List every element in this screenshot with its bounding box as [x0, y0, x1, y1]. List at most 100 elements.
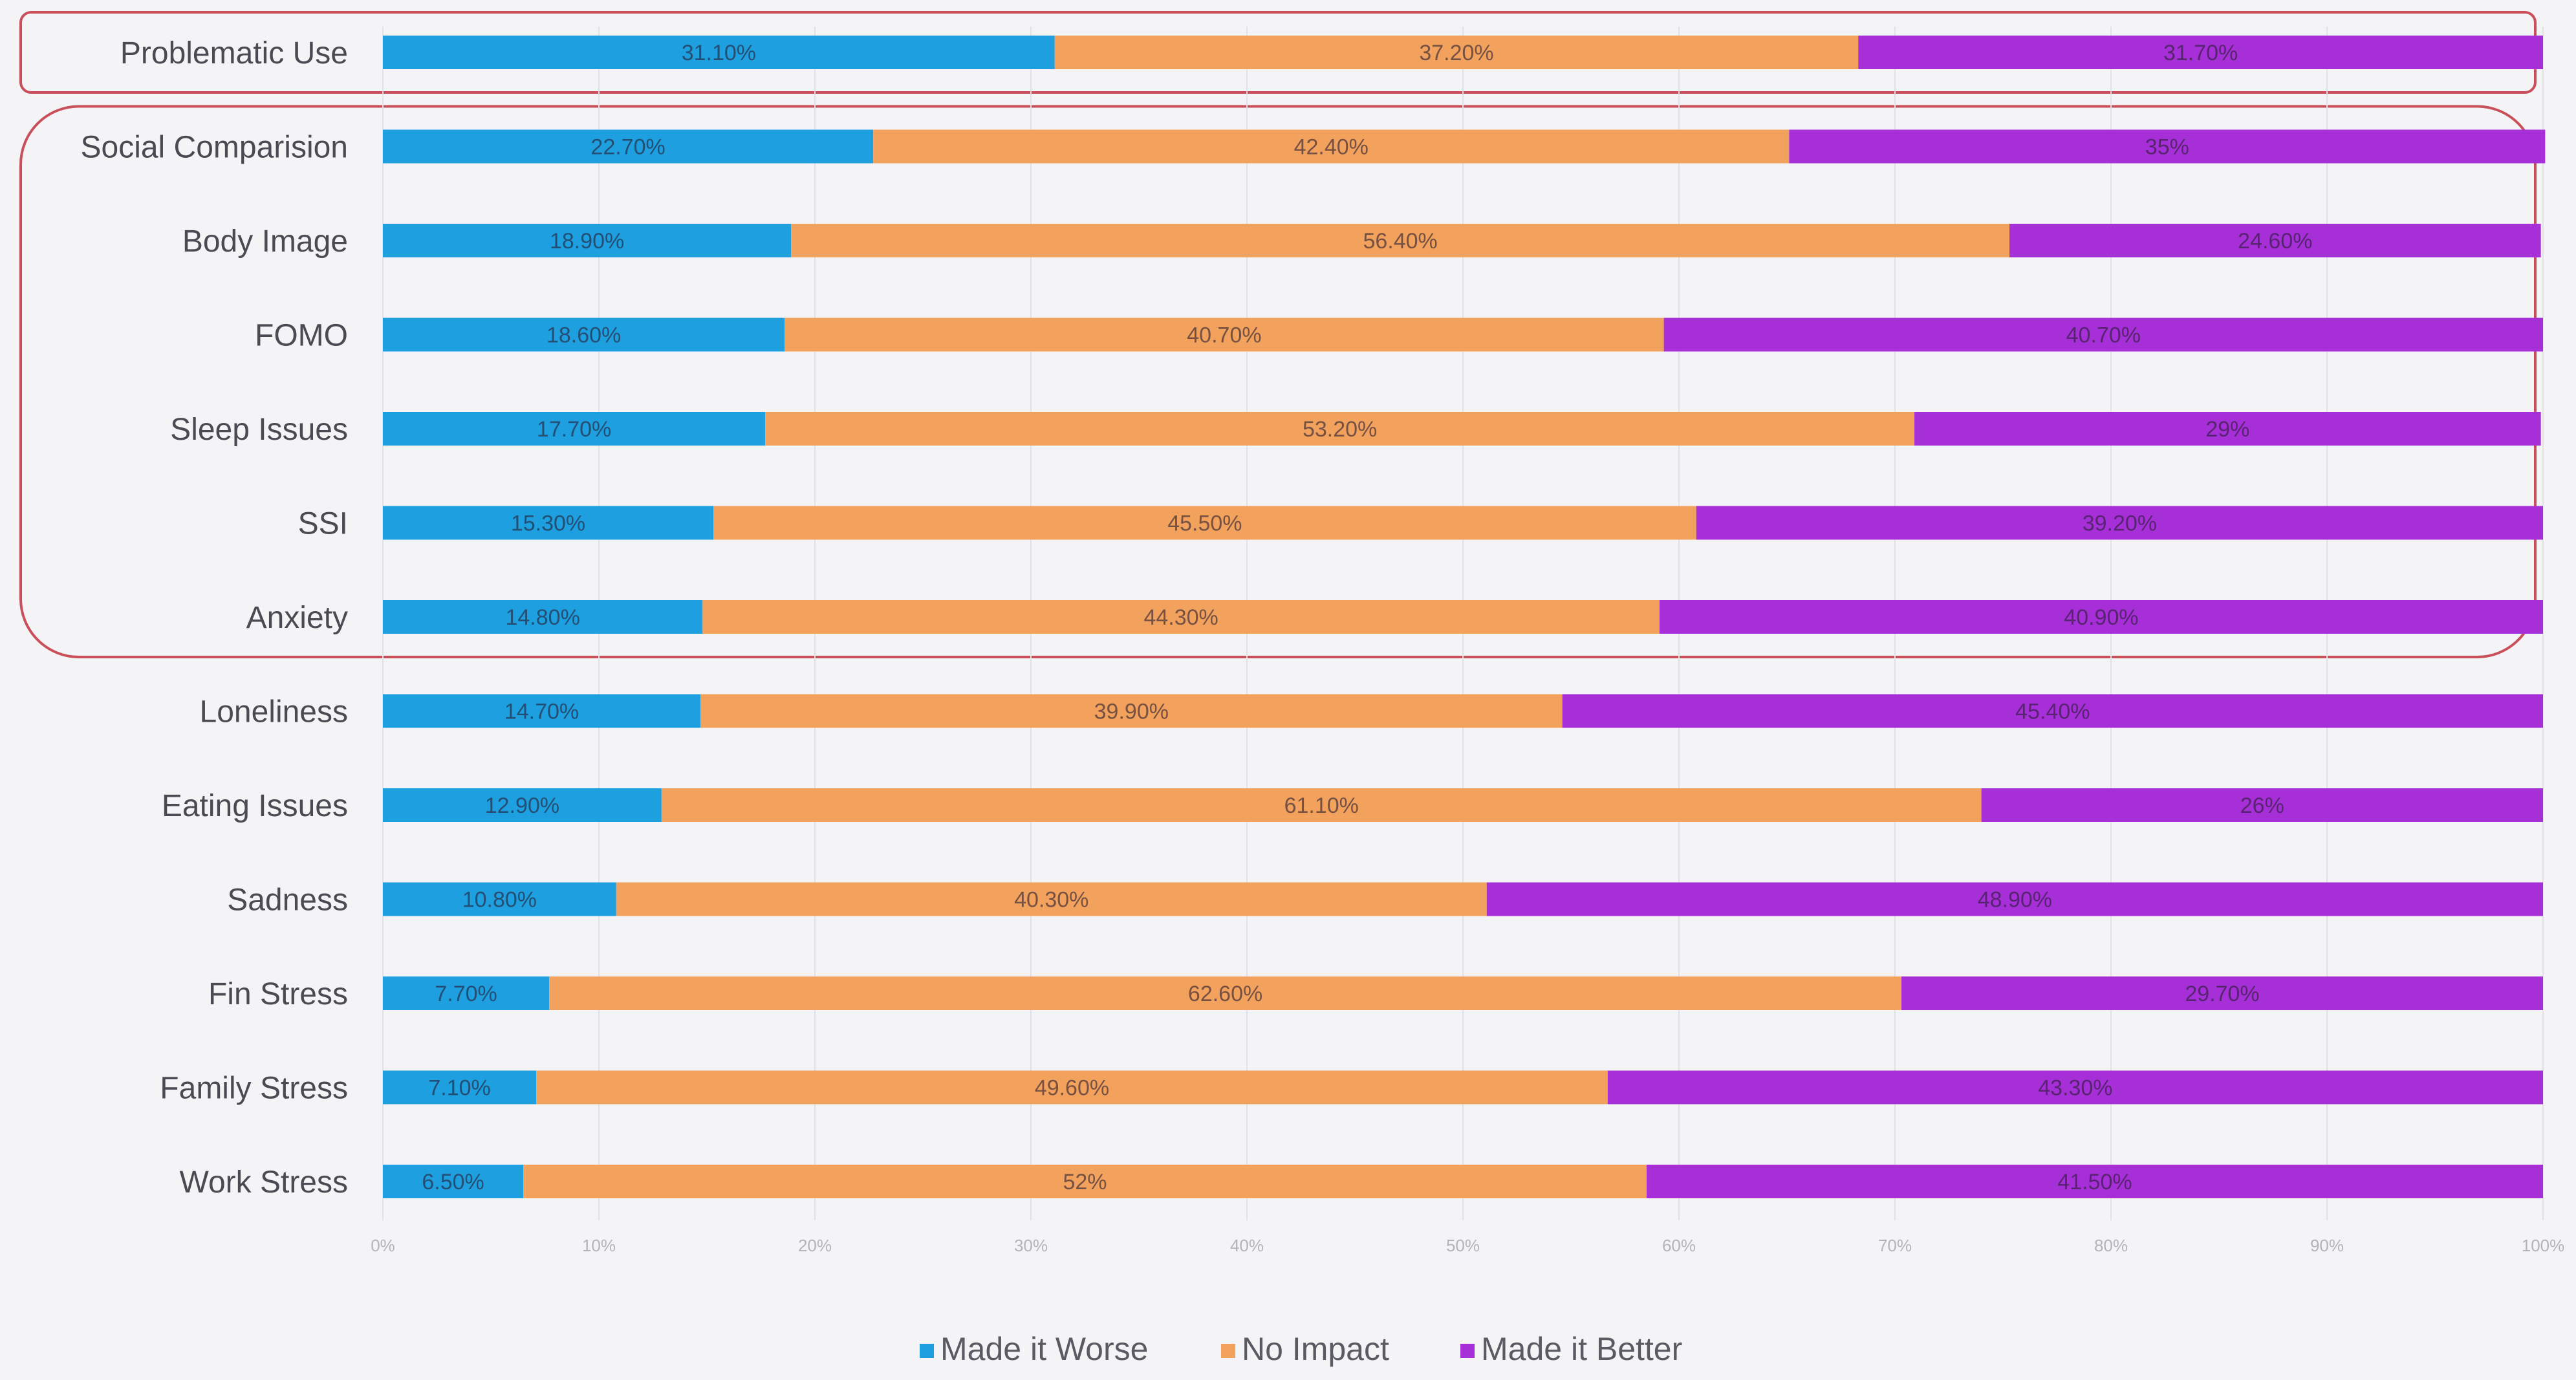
bar-made-it-better-problematic-use	[1858, 36, 2543, 69]
data-label-made-it-worse-fin-stress: 7.70%	[435, 982, 497, 1006]
bar-made-it-better-fin-stress	[1901, 976, 2543, 1010]
data-label-made-it-better-sadness: 48.90%	[1978, 888, 2052, 912]
data-label-made-it-worse-problematic-use: 31.10%	[682, 41, 756, 65]
data-label-no-impact-sleep-issues: 53.20%	[1303, 417, 1377, 442]
data-label-made-it-better-sleep-issues: 29%	[2205, 417, 2249, 442]
data-label-made-it-better-fin-stress: 29.70%	[2185, 982, 2259, 1006]
data-label-made-it-worse-social-comparision: 22.70%	[590, 135, 665, 160]
legend-item-no-impact: No Impact	[1221, 1331, 1389, 1367]
data-label-made-it-worse-family-stress: 7.10%	[428, 1076, 490, 1101]
bar-made-it-worse-ssi	[383, 506, 714, 540]
legend-swatch-made-it-worse	[920, 1344, 934, 1358]
bar-no-impact-social-comparision	[873, 129, 1790, 164]
data-label-no-impact-fin-stress: 62.60%	[1188, 982, 1262, 1006]
category-label-work-stress: Work Stress	[180, 1165, 348, 1200]
bar-no-impact-ssi	[713, 506, 1696, 540]
data-label-no-impact-body-image: 56.40%	[1363, 229, 1437, 253]
bar-no-impact-body-image	[791, 224, 2010, 257]
data-label-made-it-better-social-comparision: 35%	[2145, 135, 2189, 160]
data-label-made-it-better-family-stress: 43.30%	[2038, 1076, 2112, 1101]
category-label-body-image: Body Image	[182, 224, 348, 259]
bar-made-it-worse-anxiety	[383, 600, 703, 634]
category-label-fin-stress: Fin Stress	[208, 977, 348, 1011]
data-label-no-impact-eating-issues: 61.10%	[1284, 793, 1359, 818]
bar-made-it-better-anxiety	[1659, 600, 2543, 634]
data-label-made-it-better-anxiety: 40.90%	[2064, 605, 2138, 630]
highlight-box-2	[19, 105, 2537, 658]
data-label-made-it-worse-sleep-issues: 17.70%	[537, 417, 611, 442]
x-tick-label: 50%	[1446, 1236, 1480, 1255]
bar-made-it-better-ssi	[1696, 506, 2543, 540]
data-label-made-it-better-loneliness: 45.40%	[2015, 700, 2090, 724]
data-label-made-it-better-eating-issues: 26%	[2240, 793, 2284, 818]
bar-no-impact-sleep-issues	[765, 412, 1915, 446]
data-label-made-it-worse-fomo: 18.60%	[547, 323, 621, 348]
legend-label-made-it-worse: Made it Worse	[940, 1331, 1148, 1367]
bar-made-it-better-family-stress	[1607, 1070, 2543, 1105]
data-label-made-it-worse-ssi: 15.30%	[511, 512, 585, 536]
bar-made-it-worse-eating-issues	[383, 788, 662, 822]
bar-made-it-worse-problematic-use	[383, 36, 1055, 69]
x-tick-label: 80%	[2094, 1236, 2128, 1255]
data-label-made-it-worse-eating-issues: 12.90%	[485, 793, 559, 818]
bar-made-it-worse-sadness	[383, 882, 616, 916]
axis-layer: 0% 10% 20% 30% 40% 50% 60% 70% 80% 90% 100% Problem…	[80, 36, 2564, 1255]
category-label-eating-issues: Eating Issues	[162, 789, 348, 823]
data-label-no-impact-loneliness: 39.90%	[1094, 700, 1169, 724]
bar-made-it-worse-family-stress	[383, 1070, 537, 1105]
bar-made-it-worse-loneliness	[383, 694, 700, 728]
legend-item-made-it-better: Made it Better	[1460, 1331, 1682, 1367]
x-tick-label: 20%	[798, 1236, 832, 1255]
data-label-no-impact-fomo: 40.70%	[1187, 323, 1261, 348]
legend-label-no-impact: No Impact	[1242, 1331, 1389, 1367]
bar-made-it-better-body-image	[2009, 224, 2541, 257]
bar-made-it-worse-fomo	[383, 318, 785, 352]
category-label-fomo: FOMO	[255, 319, 348, 353]
bar-made-it-worse-sleep-issues	[383, 412, 766, 446]
data-label-no-impact-sadness: 40.30%	[1014, 888, 1088, 912]
category-label-social-comparision: Social Comparision	[80, 131, 348, 165]
data-label-no-impact-work-stress: 52%	[1063, 1170, 1107, 1194]
data-label-no-impact-family-stress: 49.60%	[1035, 1076, 1109, 1101]
category-label-sleep-issues: Sleep Issues	[170, 413, 348, 447]
legend-item-made-it-worse: Made it Worse	[920, 1331, 1148, 1367]
category-label-ssi: SSI	[298, 507, 348, 541]
data-label-made-it-worse-work-stress: 6.50%	[422, 1170, 484, 1194]
data-label-made-it-worse-sadness: 10.80%	[462, 888, 537, 912]
bar-made-it-worse-work-stress	[383, 1165, 524, 1198]
data-label-made-it-better-body-image: 24.60%	[2238, 229, 2312, 253]
bar-no-impact-problematic-use	[1054, 36, 1859, 69]
x-tick-label: 0%	[371, 1236, 395, 1255]
data-label-made-it-better-fomo: 40.70%	[2066, 323, 2141, 348]
bar-made-it-worse-body-image	[383, 224, 792, 257]
data-label-made-it-better-ssi: 39.20%	[2083, 512, 2157, 536]
data-label-made-it-worse-loneliness: 14.70%	[504, 700, 579, 724]
bar-made-it-better-work-stress	[1646, 1165, 2543, 1198]
bar-made-it-better-fomo	[1663, 318, 2543, 352]
x-tick-label: 90%	[2310, 1236, 2344, 1255]
bar-made-it-better-social-comparision	[1789, 129, 2546, 164]
x-tick-label: 60%	[1662, 1236, 1696, 1255]
bar-made-it-better-sleep-issues	[1914, 412, 2541, 446]
bar-made-it-better-sadness	[1486, 882, 2543, 916]
category-label-problematic-use: Problematic Use	[120, 36, 348, 70]
bar-made-it-better-loneliness	[1562, 694, 2543, 728]
bar-no-impact-family-stress	[536, 1070, 1608, 1105]
category-label-sadness: Sadness	[227, 883, 348, 918]
bar-no-impact-fin-stress	[549, 976, 1902, 1010]
category-label-anxiety: Anxiety	[246, 601, 348, 635]
data-label-made-it-better-work-stress: 41.50%	[2057, 1170, 2132, 1194]
bar-made-it-worse-fin-stress	[383, 976, 550, 1010]
data-label-no-impact-problematic-use: 37.20%	[1419, 41, 1493, 65]
data-label-made-it-better-problematic-use: 31.70%	[2163, 41, 2238, 65]
bar-no-impact-work-stress	[523, 1165, 1647, 1198]
label-layer: 31.10% 37.20% 31.70% 22.70% 42.40% 35% 18.90% 5…	[422, 41, 2312, 1194]
x-tick-label: 40%	[1230, 1236, 1264, 1255]
x-tick-label: 10%	[582, 1236, 616, 1255]
legend-swatch-made-it-better	[1460, 1344, 1475, 1358]
category-label-family-stress: Family Stress	[160, 1072, 348, 1106]
bar-no-impact-loneliness	[700, 694, 1563, 728]
bar-no-impact-anxiety	[702, 600, 1660, 634]
x-tick-label: 100%	[2522, 1236, 2565, 1255]
